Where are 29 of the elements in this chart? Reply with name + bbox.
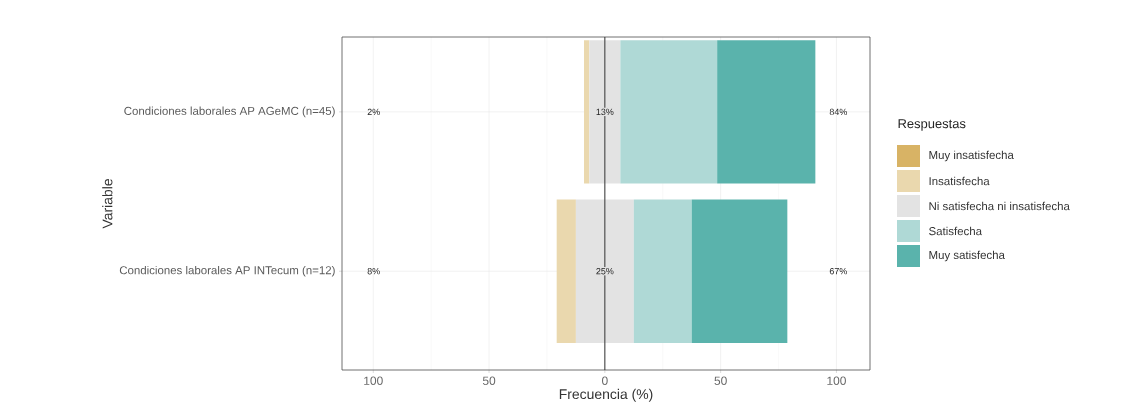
annotation: 2% [367,108,380,116]
y-axis-title: Variable [102,179,113,229]
legend-label: Insatisfecha [929,176,990,186]
legend-label: Muy insatisfecha [929,150,1014,162]
legend-label: Ni satisfecha ni insatisfecha [929,201,1070,211]
bar [691,199,788,343]
bar [556,199,576,343]
bar [584,40,590,184]
y-tick-label: Condiciones laborales AP AGeMC (n=45) [124,106,335,118]
legend-label: Satisfecha [929,226,983,236]
bar [633,199,692,343]
bar [589,40,621,184]
x-tick-label: 50 [482,376,496,385]
bar [717,40,816,184]
annotation: 25% [596,268,614,275]
annotation: 13% [596,108,614,116]
x-axis-title: Frecuencia (%) [559,388,653,402]
annotation: 8% [367,268,380,275]
bar [575,199,634,343]
x-tick-label: 0 [601,376,608,385]
annotation: 84% [829,108,847,116]
annotation: 67% [829,268,847,275]
bar [620,40,718,184]
x-tick-label: 100 [364,376,383,385]
x-tick-label: 50 [714,376,727,385]
y-tick-label: Condiciones laborales AP INTecum (n=12) [119,265,335,277]
legend-label: Muy satisfecha [929,250,1005,262]
x-tick-label: 100 [827,376,846,385]
legend-title: Respuestas [898,119,966,131]
